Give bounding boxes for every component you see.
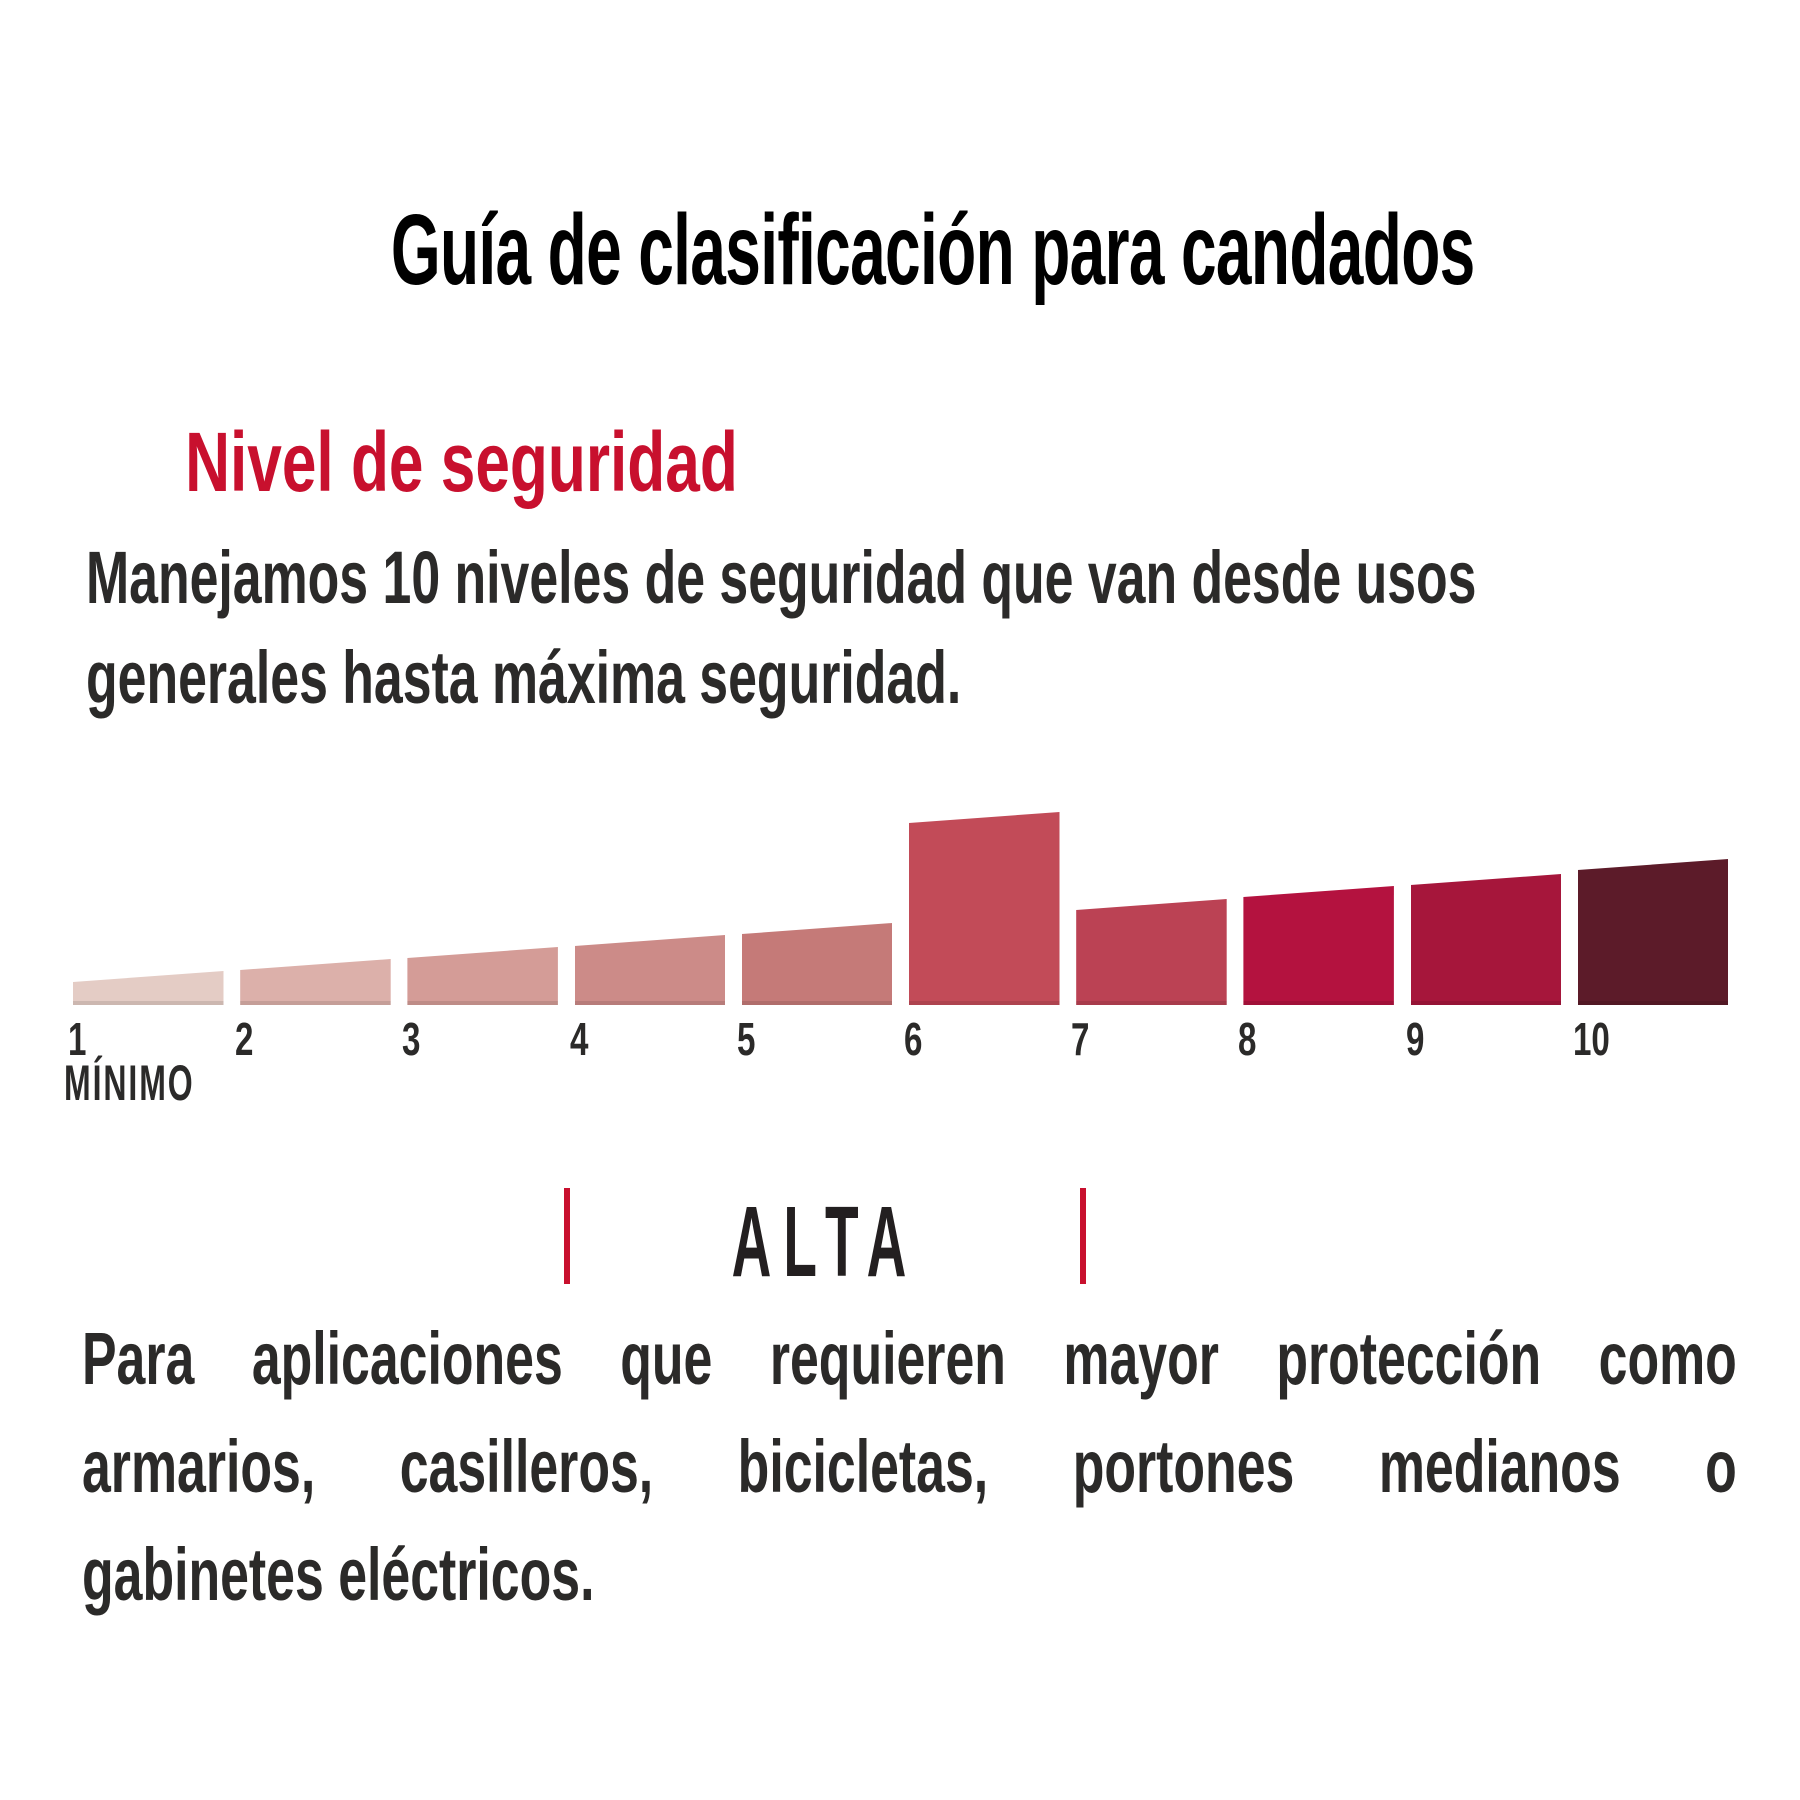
description-paragraph: Para aplicaciones que requieren mayor pr… (82, 1305, 1737, 1629)
bar-level-5 (741, 923, 893, 1005)
bar-level-9 (1410, 874, 1562, 1005)
intro-paragraph: Manejamos 10 niveles de seguridad que va… (86, 528, 1476, 728)
bar-level-2 (240, 959, 391, 1005)
text-line: generales hasta máxima seguridad. (86, 636, 962, 719)
x-tick-label-2: 2 (235, 1013, 254, 1065)
bar-level-3 (407, 947, 558, 1005)
min-axis-label: MÍNIMO (64, 1055, 195, 1111)
range-start-tick (564, 1188, 570, 1284)
x-tick-label-8: 8 (1238, 1013, 1257, 1065)
bar-level-6 (909, 812, 1060, 1005)
bar-level-8 (1243, 886, 1394, 1005)
text-line: armarios, casilleros, bicicletas, porton… (82, 1425, 1737, 1508)
x-tick-label-6: 6 (904, 1013, 923, 1065)
section-title-security-level: Nivel de seguridad (185, 415, 738, 509)
x-tick-label-3: 3 (402, 1013, 421, 1065)
bar-level-4 (574, 935, 726, 1005)
x-tick-label-1: 1 (68, 1013, 87, 1065)
x-tick-label-10: 10 (1572, 1013, 1610, 1065)
x-tick-label-5: 5 (736, 1013, 756, 1065)
bar-level-7 (1076, 899, 1227, 1005)
text-line: gabinetes eléctricos. (82, 1533, 595, 1616)
range-label-alta: ALTA (731, 1186, 919, 1298)
text-line: Para aplicaciones que requieren mayor pr… (82, 1317, 1737, 1400)
x-tick-label-7: 7 (1071, 1013, 1090, 1065)
page-title: Guía de clasificación para candados (390, 194, 1475, 306)
x-tick-label-4: 4 (569, 1013, 589, 1065)
x-tick-label-9: 9 (1405, 1013, 1425, 1065)
bar-level-1 (73, 971, 224, 1005)
range-end-tick (1080, 1188, 1086, 1284)
bar-level-10 (1577, 859, 1729, 1005)
text-line: Manejamos 10 niveles de seguridad que va… (86, 536, 1477, 619)
